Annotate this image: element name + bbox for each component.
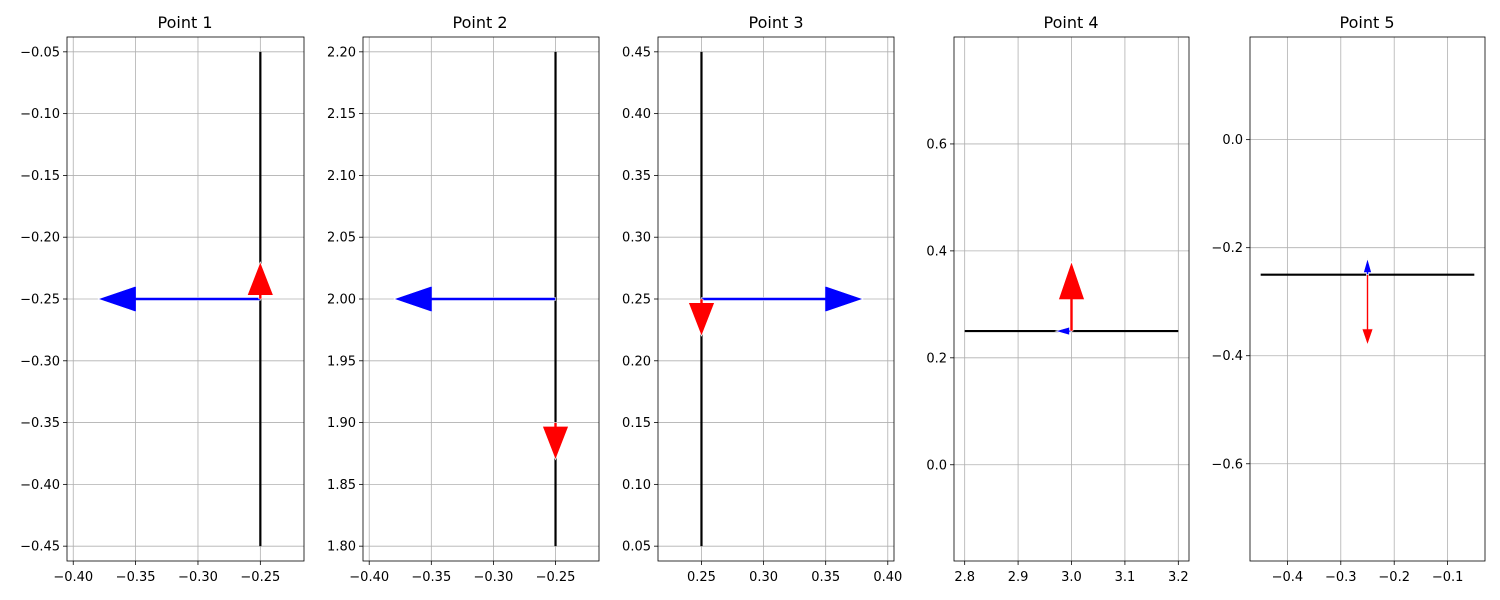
y-tick-label: 2.15 [327, 107, 356, 122]
y-tick-label: −0.15 [20, 169, 60, 184]
horizontal-arrow [393, 285, 556, 313]
y-tick-label: 2.10 [327, 169, 356, 184]
subplot-3: 0.25 0.30 0.35 0.40 0.45 0.40 0.35 0.30 0.25 0.20… [622, 36, 902, 585]
y-tick-label: −0.40 [20, 478, 60, 493]
horizontal-arrow [1363, 257, 1372, 276]
x-tick-label: −0.4 [1272, 570, 1304, 585]
y-tick-label: 1.90 [327, 416, 356, 431]
vertical-arrow [1058, 260, 1085, 332]
y-tick-label: −0.4 [1211, 349, 1243, 364]
horizontal-arrow [1054, 326, 1072, 336]
y-tick-label: 0.6 [926, 137, 947, 152]
y-tick-label: 2.00 [327, 293, 356, 308]
x-tick-label: −0.30 [178, 570, 218, 585]
y-tick-label: 0.30 [622, 231, 651, 246]
subplot-title-2: Point 2 [453, 13, 508, 32]
subplot-2: −0.40 −0.35 −0.30 −0.25 2.20 2.15 2.10 2.05 2.00… [327, 36, 600, 585]
y-tick-label: 0.15 [622, 416, 651, 431]
axes-frame [1249, 36, 1486, 562]
y-tick-label: 0.2 [926, 351, 947, 366]
x-tick-label: −0.1 [1432, 570, 1464, 585]
subplot-4: 2.8 2.9 3.0 3.1 3.2 0.6 0.4 0.2 0.0 [926, 36, 1190, 585]
y-tick-label: −0.35 [20, 416, 60, 431]
x-tick-label: −0.25 [536, 570, 576, 585]
x-tick-label: −0.40 [349, 570, 389, 585]
y-tick-label: 0.0 [1222, 133, 1243, 148]
x-tick-label: −0.2 [1378, 570, 1410, 585]
y-tick-label: 2.05 [327, 231, 356, 246]
vertical-arrow [246, 261, 274, 300]
y-tick-label: 0.10 [622, 478, 651, 493]
x-tick-label: 2.9 [1008, 570, 1029, 585]
y-tick-label: 1.80 [327, 540, 356, 555]
x-tick-label: 2.8 [954, 570, 975, 585]
y-tick-label: −0.05 [20, 45, 60, 60]
y-tick-label: −0.20 [20, 231, 60, 246]
y-tick-label: 0.0 [926, 458, 947, 473]
x-tick-label: −0.35 [411, 570, 451, 585]
y-tick-label: 0.20 [622, 354, 651, 369]
vertical-arrow [688, 298, 715, 337]
subplot-1: −0.40 −0.35 −0.30 −0.25 −0.05 −0.10 −0.15 −0.20… [20, 36, 305, 585]
y-tick-label: 0.25 [622, 293, 651, 308]
y-tick-label: 0.40 [622, 107, 651, 122]
x-tick-label: 0.40 [873, 570, 902, 585]
horizontal-arrow [701, 285, 864, 313]
subplot-title-3: Point 3 [749, 13, 804, 32]
y-tick-label: −0.45 [20, 540, 60, 555]
y-tick-label: −0.25 [20, 293, 60, 308]
subplot-title-1: Point 1 [158, 13, 213, 32]
vertical-arrow [542, 422, 569, 461]
x-tick-label: 3.2 [1168, 570, 1189, 585]
x-tick-label: −0.40 [53, 570, 93, 585]
x-tick-label: 0.35 [811, 570, 840, 585]
horizontal-arrow [97, 285, 261, 313]
x-tick-label: 3.0 [1061, 570, 1082, 585]
y-tick-label: −0.6 [1211, 457, 1243, 472]
y-tick-label: 2.20 [327, 45, 356, 60]
x-tick-label: −0.30 [473, 570, 513, 585]
x-tick-label: −0.35 [116, 570, 156, 585]
y-tick-label: 0.4 [926, 244, 947, 259]
x-tick-label: 0.25 [687, 570, 716, 585]
y-tick-label: −0.30 [20, 354, 60, 369]
subplot-title-4: Point 4 [1044, 13, 1099, 32]
y-tick-label: 0.05 [622, 540, 651, 555]
y-tick-label: −0.10 [20, 107, 60, 122]
y-tick-label: 1.85 [327, 478, 356, 493]
y-tick-label: 1.95 [327, 354, 356, 369]
subplot-5: −0.4 −0.3 −0.2 −0.1 0.0 −0.2 −0.4 −0.6 [1211, 36, 1486, 585]
x-tick-label: −0.25 [240, 570, 280, 585]
y-tick-label: 0.45 [622, 45, 651, 60]
vertical-arrow [1361, 274, 1374, 346]
x-tick-label: 3.1 [1115, 570, 1136, 585]
y-tick-label: −0.2 [1211, 241, 1243, 256]
subplot-title-5: Point 5 [1340, 13, 1395, 32]
x-tick-label: −0.3 [1325, 570, 1357, 585]
x-tick-label: 0.30 [749, 570, 778, 585]
y-tick-label: 0.35 [622, 169, 651, 184]
